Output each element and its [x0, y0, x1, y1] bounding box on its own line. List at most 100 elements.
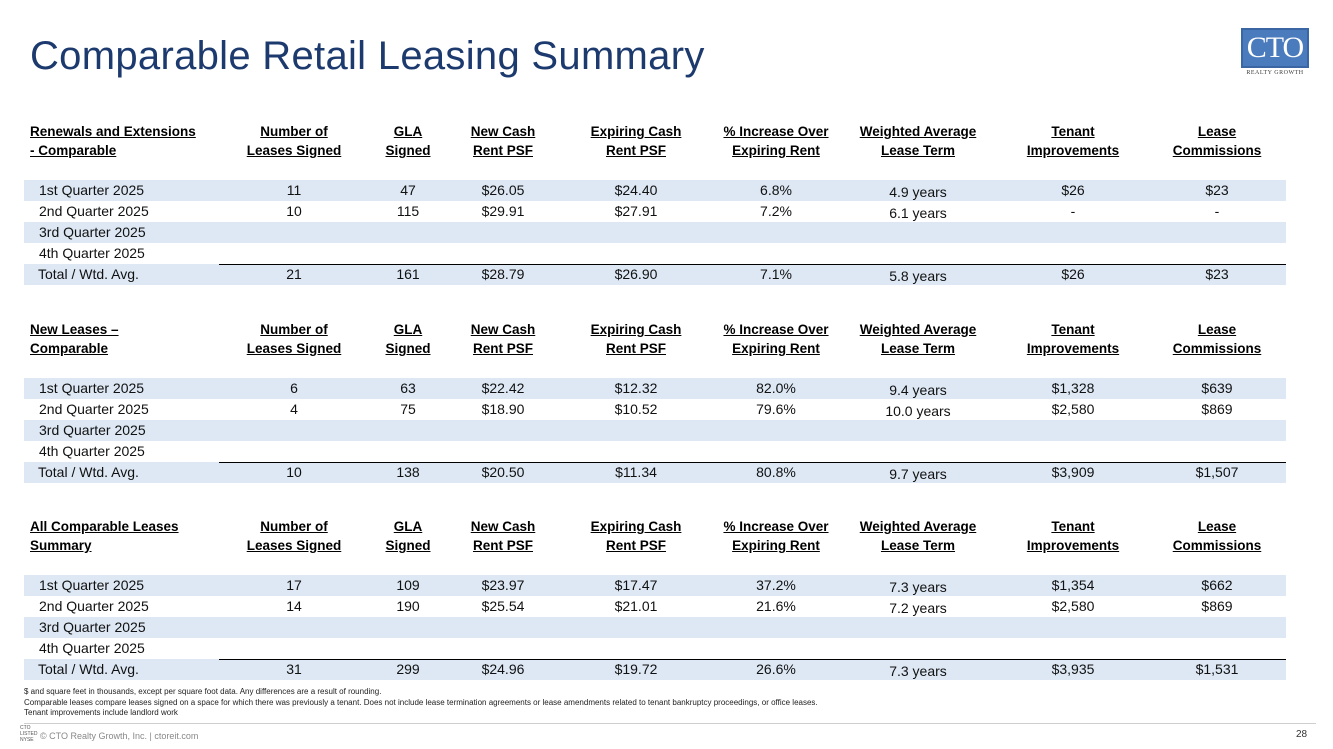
- column-header: Lease Commissions: [1172, 124, 1262, 158]
- table-cell: 82.0%: [756, 380, 796, 396]
- quarter-label: 2nd Quarter 2025: [39, 598, 149, 614]
- table-cell: $10.52: [614, 401, 658, 417]
- table-cell: $19.72: [614, 661, 658, 677]
- table-row: 1st Quarter 2025 17 109 $23.97 $17.47 37.2% 7.…: [24, 575, 1286, 596]
- table-cell: $12.32: [614, 380, 658, 396]
- leasing-section: All Comparable Leases Summary Number of Lea…: [24, 517, 1286, 684]
- table-cell: $869: [1201, 598, 1233, 614]
- table-cell: $29.91: [481, 203, 525, 219]
- table-row: 4th Quarter 2025: [24, 441, 1286, 462]
- table-row: 3rd Quarter 2025: [24, 420, 1286, 441]
- footnote: $ and square feet in thousands, except p…: [24, 687, 382, 696]
- column-header: New Cash Rent PSF: [470, 322, 536, 356]
- table-row: 1st Quarter 2025 11 47 $26.05 $24.40 6.8% 4.9 …: [24, 180, 1286, 201]
- column-header: Number of Leases Signed: [246, 124, 342, 158]
- table-row: 2nd Quarter 2025 4 75 $18.90 $10.52 79.6% 10.0…: [24, 399, 1286, 420]
- table-cell: $3,909: [1051, 464, 1095, 480]
- table-cell: 21: [286, 266, 302, 282]
- column-header: GLA Signed: [385, 519, 431, 553]
- section-title: All Comparable Leases Summary: [30, 519, 179, 553]
- quarter-label: 4th Quarter 2025: [39, 245, 145, 261]
- footer-divider: [24, 723, 1316, 724]
- footnote: Tenant improvements include landlord wor…: [24, 708, 178, 717]
- table-cell: 79.6%: [756, 401, 796, 417]
- table-row: 4th Quarter 2025: [24, 243, 1286, 264]
- quarter-label: 3rd Quarter 2025: [39, 224, 146, 240]
- table-cell: 10.0 years: [885, 403, 951, 419]
- table-cell: 190: [396, 598, 420, 614]
- table-cell: $23: [1205, 266, 1229, 282]
- total-row: Total / Wtd. Avg. 31 299 $24.96 $19.72 26.6% 7…: [24, 659, 1286, 680]
- column-header: Tenant Improvements: [1026, 124, 1120, 158]
- table-cell: -: [1214, 203, 1220, 219]
- table-cell: $23.97: [481, 577, 525, 593]
- table-cell: 109: [396, 577, 420, 593]
- table-cell: $2,580: [1051, 401, 1095, 417]
- quarter-label: 3rd Quarter 2025: [39, 619, 146, 635]
- table-cell: $18.90: [481, 401, 525, 417]
- total-divider: [219, 264, 1286, 265]
- column-header: GLA Signed: [385, 322, 431, 356]
- leasing-section: New Leases – Comparable Number of Leases Si…: [24, 320, 1286, 487]
- table-cell: $1,328: [1051, 380, 1095, 396]
- table-cell: $1,354: [1051, 577, 1095, 593]
- table-cell: $26: [1061, 182, 1085, 198]
- table-cell: 75: [400, 401, 416, 417]
- table-row: 2nd Quarter 2025 10 115 $29.91 $27.91 7.2% 6.1…: [24, 201, 1286, 222]
- table-cell: 21.6%: [756, 598, 796, 614]
- table-cell: $639: [1201, 380, 1233, 396]
- table-cell: $23: [1205, 182, 1229, 198]
- quarter-label: 4th Quarter 2025: [39, 640, 145, 656]
- column-header: Number of Leases Signed: [246, 322, 342, 356]
- table-cell: $28.79: [481, 266, 525, 282]
- total-divider: [219, 659, 1286, 660]
- table-cell: $869: [1201, 401, 1233, 417]
- table-row: 3rd Quarter 2025: [24, 222, 1286, 243]
- quarter-label: 2nd Quarter 2025: [39, 203, 149, 219]
- footnotes: $ and square feet in thousands, except p…: [24, 687, 818, 719]
- table-cell: $1,531: [1195, 661, 1239, 677]
- table-cell: 4.9 years: [889, 184, 947, 200]
- table-cell: 80.8%: [756, 464, 796, 480]
- table-row: 4th Quarter 2025: [24, 638, 1286, 659]
- table-cell: $26.05: [481, 182, 525, 198]
- column-header: Expiring Cash Rent PSF: [590, 124, 682, 158]
- quarter-label: 2nd Quarter 2025: [39, 401, 149, 417]
- table-cell: 6: [290, 380, 298, 396]
- table-cell: 47: [400, 182, 416, 198]
- column-header: Lease Commissions: [1172, 519, 1262, 553]
- table-cell: 37.2%: [756, 577, 796, 593]
- column-header: Lease Commissions: [1172, 322, 1262, 356]
- table-cell: 7.2%: [760, 203, 792, 219]
- table-cell: $21.01: [614, 598, 658, 614]
- column-header: Number of Leases Signed: [246, 519, 342, 553]
- table-cell: 9.4 years: [889, 382, 947, 398]
- table-row: 1st Quarter 2025 6 63 $22.42 $12.32 82.0% 9.4 …: [24, 378, 1286, 399]
- leasing-section: Renewals and Extensions - Comparable Numbe…: [24, 122, 1286, 289]
- column-header: Weighted Average Lease Term: [859, 124, 977, 158]
- column-header: % Increase Over Expiring Rent: [723, 124, 829, 158]
- page-title: Comparable Retail Leasing Summary: [30, 34, 705, 78]
- column-header: Expiring Cash Rent PSF: [590, 519, 682, 553]
- quarter-label: 4th Quarter 2025: [39, 443, 145, 459]
- table-cell: 4: [290, 401, 298, 417]
- table-row: 3rd Quarter 2025: [24, 617, 1286, 638]
- table-cell: 7.3 years: [889, 579, 947, 595]
- table-cell: 6.8%: [760, 182, 792, 198]
- table-cell: $24.40: [614, 182, 658, 198]
- column-header: Tenant Improvements: [1026, 519, 1120, 553]
- table-cell: 5.8 years: [889, 268, 947, 284]
- quarter-label: 1st Quarter 2025: [39, 380, 145, 396]
- total-row: Total / Wtd. Avg. 10 138 $20.50 $11.34 80.8% 9…: [24, 462, 1286, 483]
- column-header: % Increase Over Expiring Rent: [723, 322, 829, 356]
- table-cell: 9.7 years: [889, 466, 947, 482]
- column-header: Weighted Average Lease Term: [859, 322, 977, 356]
- column-header: Tenant Improvements: [1026, 322, 1120, 356]
- table-cell: $26: [1061, 266, 1085, 282]
- column-header: % Increase Over Expiring Rent: [723, 519, 829, 553]
- section-title: New Leases – Comparable: [30, 322, 119, 356]
- footer-copyright: © CTO Realty Growth, Inc. | ctoreit.com: [40, 731, 199, 741]
- table-cell: 26.6%: [756, 661, 796, 677]
- table-cell: $1,507: [1195, 464, 1239, 480]
- table-cell: 10: [286, 203, 302, 219]
